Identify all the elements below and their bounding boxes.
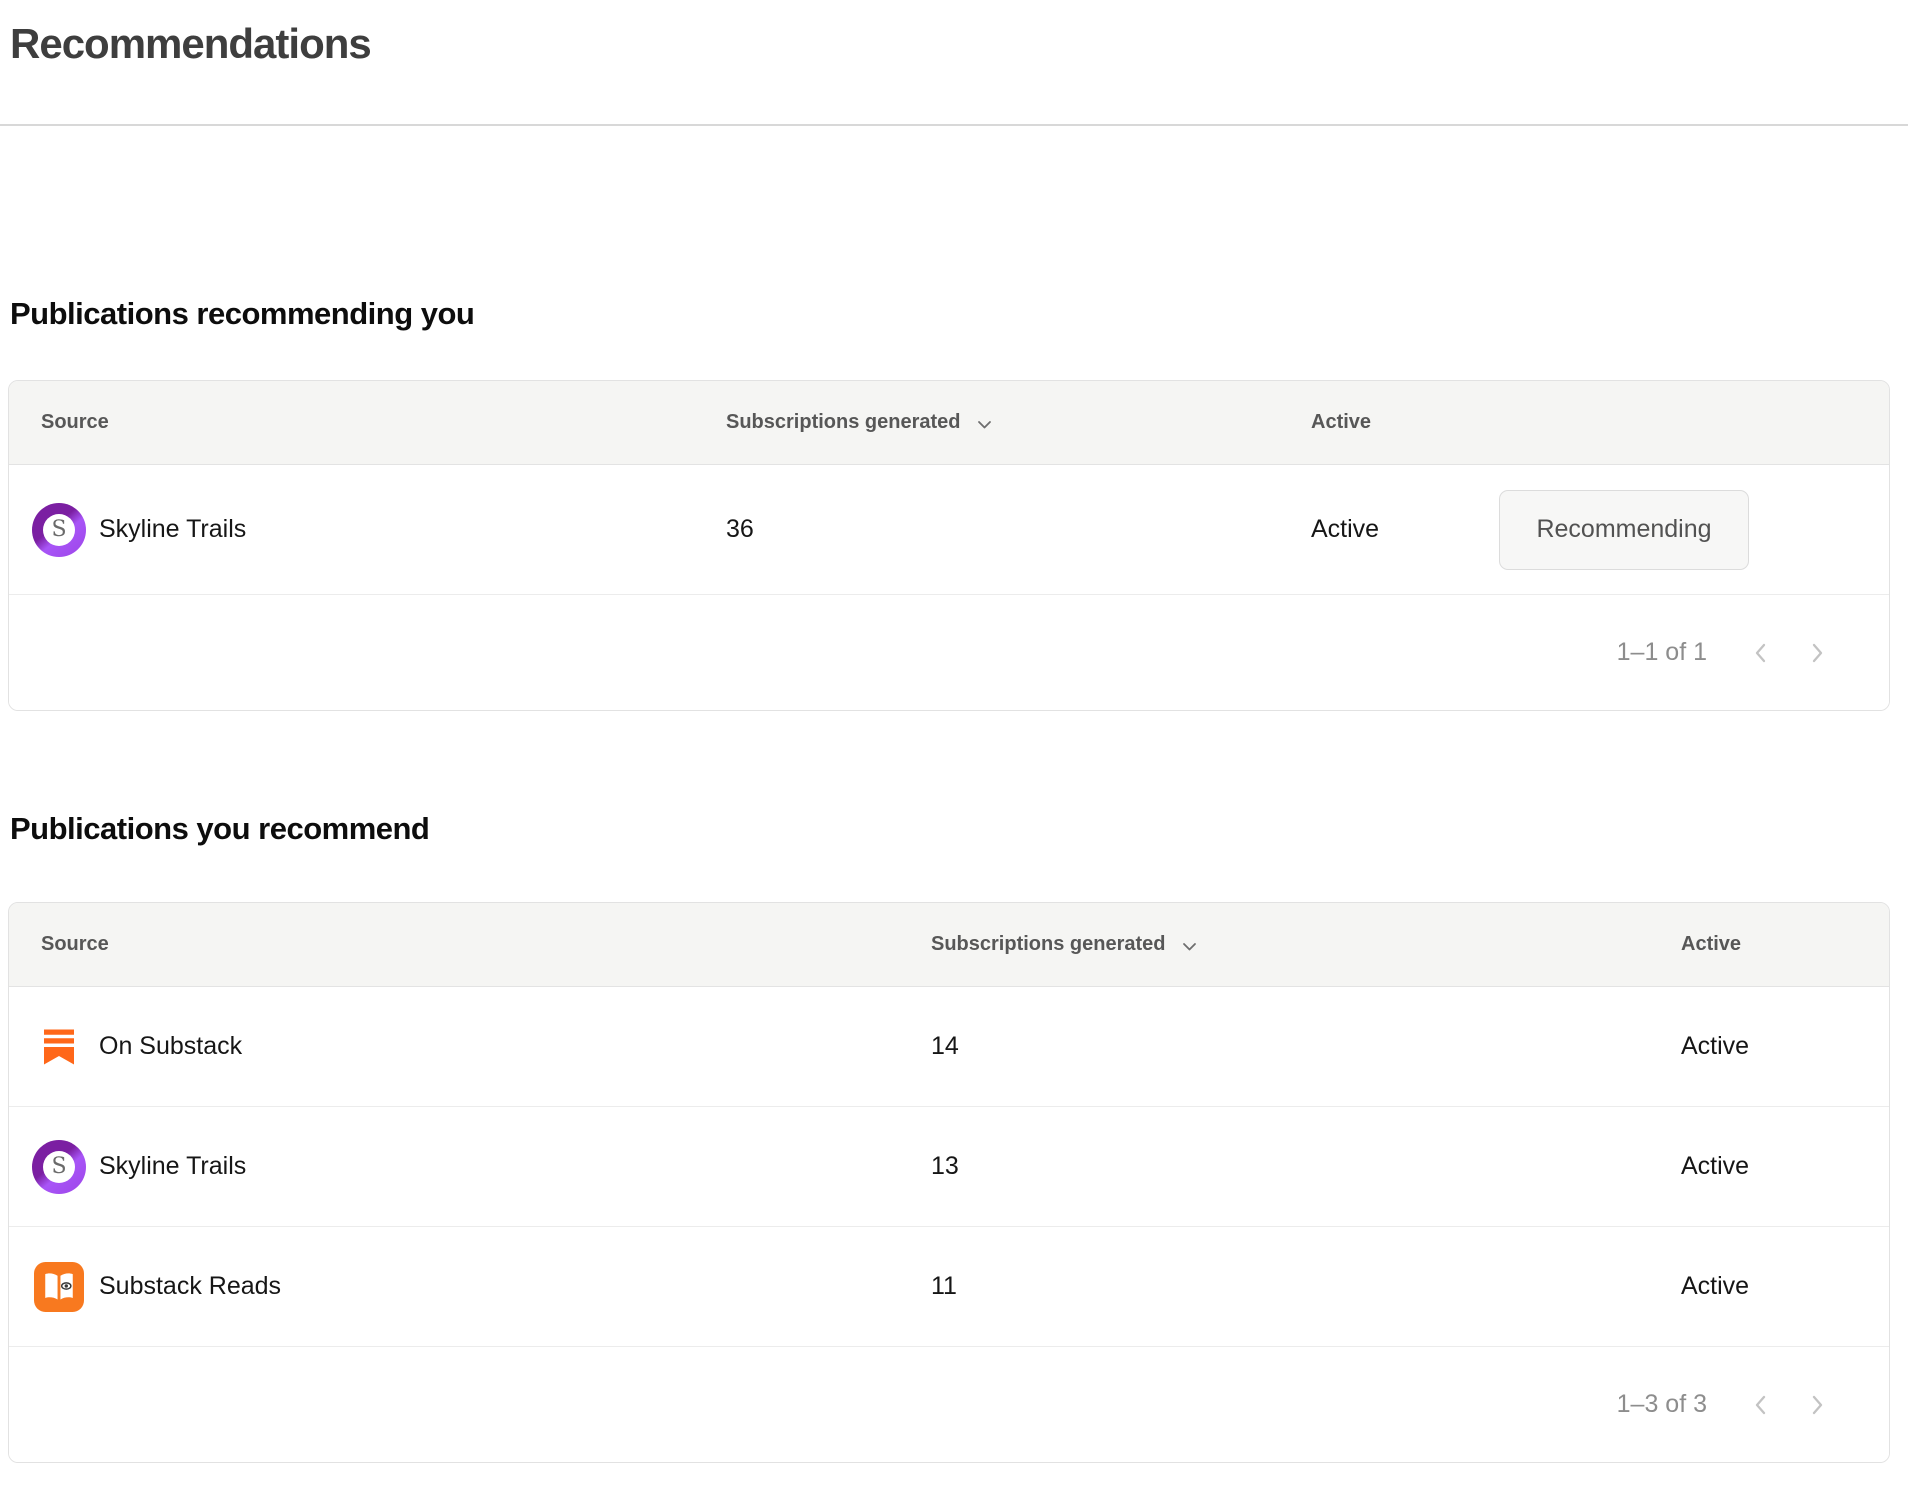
table-row[interactable]: S Skyline Trails 13 Active — [9, 1107, 1889, 1227]
next-page-button[interactable] — [1803, 639, 1831, 667]
prev-page-button[interactable] — [1747, 639, 1775, 667]
column-header-source: Source — [41, 933, 109, 955]
source-name[interactable]: On Substack — [99, 1032, 243, 1060]
pagination-label: 1–3 of 3 — [1616, 1390, 1707, 1418]
column-header-active: Active — [1311, 411, 1372, 433]
subscriptions-count: 13 — [931, 1152, 959, 1180]
chevron-left-icon — [1755, 643, 1766, 662]
table-row[interactable]: S Skyline Trails 36 Active Recommending — [9, 465, 1889, 595]
active-status: Active — [1681, 1272, 1750, 1300]
recommending-you-table: Source Subscriptions generated Active S — [8, 380, 1890, 711]
recommending-button[interactable]: Recommending — [1499, 489, 1749, 570]
source-name[interactable]: Skyline Trails — [99, 515, 247, 543]
pagination: 1–3 of 3 — [9, 1347, 1889, 1462]
pagination-label: 1–1 of 1 — [1616, 638, 1707, 666]
section-heading-you-recommend: Publications you recommend — [10, 811, 430, 846]
skyline-trails-avatar: S — [32, 502, 86, 557]
source-name[interactable]: Skyline Trails — [99, 1152, 247, 1180]
active-status: Active — [1311, 515, 1380, 543]
section-publications-recommending-you: Publications recommending you Source Sub… — [0, 296, 1908, 711]
section-publications-you-recommend: Publications you recommend Source Subscr… — [0, 811, 1908, 1463]
section-heading-recommending-you: Publications recommending you — [10, 296, 475, 331]
table-row[interactable]: On Substack 14 Active — [9, 987, 1889, 1107]
column-header-subscriptions-generated[interactable]: Subscriptions generated — [931, 933, 1681, 956]
chevron-right-icon — [1812, 643, 1823, 662]
active-status: Active — [1681, 1152, 1750, 1180]
avatar-letter: S — [43, 513, 75, 546]
chevron-down-icon — [977, 420, 991, 428]
column-header-subscriptions-generated[interactable]: Subscriptions generated — [726, 411, 1311, 434]
skyline-trails-avatar: S — [32, 1139, 86, 1194]
subscriptions-count: 14 — [931, 1032, 959, 1060]
chevron-right-icon — [1812, 1395, 1823, 1414]
subscriptions-count: 11 — [931, 1272, 957, 1300]
active-status: Active — [1681, 1032, 1750, 1060]
source-name[interactable]: Substack Reads — [99, 1272, 282, 1300]
next-page-button[interactable] — [1803, 1391, 1831, 1419]
table-header-row: Source Subscriptions generated Active — [9, 381, 1889, 465]
chevron-down-icon — [1182, 942, 1196, 950]
you-recommend-table: Source Subscriptions generated Active — [8, 902, 1890, 1463]
page-title: Recommendations — [10, 20, 372, 67]
table-row[interactable]: Substack Reads 11 Active — [9, 1227, 1889, 1347]
subscriptions-count: 36 — [726, 515, 754, 543]
column-header-source: Source — [41, 411, 109, 433]
prev-page-button[interactable] — [1747, 1391, 1775, 1419]
header-divider — [0, 124, 1908, 126]
substack-logo-icon — [32, 1020, 86, 1074]
table-header-row: Source Subscriptions generated Active — [9, 903, 1889, 987]
chevron-left-icon — [1755, 1395, 1766, 1414]
avatar-letter: S — [43, 1150, 75, 1183]
substack-reads-icon — [32, 1260, 86, 1314]
column-header-active: Active — [1681, 933, 1742, 955]
pagination: 1–1 of 1 — [9, 595, 1889, 710]
recommendations-page: Recommendations Publications recommendin… — [0, 20, 1908, 1508]
